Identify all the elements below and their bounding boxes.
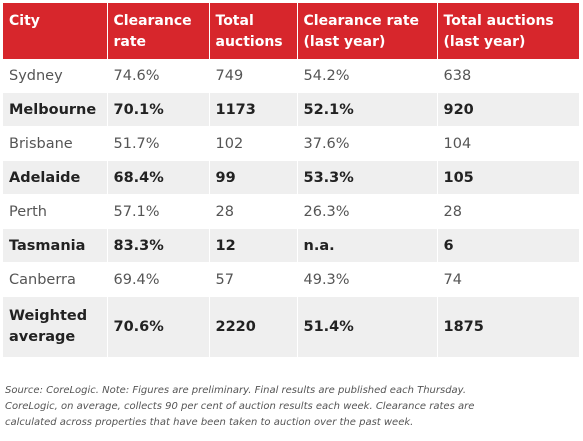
city-cell: Sydney: [3, 59, 108, 93]
auction-results-table-container: City Clearance rate Total auctions Clear…: [3, 3, 579, 358]
header-line: rate: [113, 34, 147, 50]
total-auctions-last-year-cell: 74: [437, 262, 579, 297]
source-footnote: Source: CoreLogic. Note: Figures are pre…: [5, 383, 577, 431]
total-auctions-last-year-cell: 28: [437, 194, 579, 229]
auction-results-table: City Clearance rate Total auctions Clear…: [3, 3, 579, 358]
footnote-line: CoreLogic, on average, collects 90 per c…: [5, 401, 475, 412]
total-auctions-cell: 28: [209, 194, 298, 229]
column-header-total-auctions: Total auctions: [209, 3, 298, 59]
table-row: Melbourne 70.1% 1173 52.1% 920: [3, 92, 579, 127]
header-line: Total auctions: [443, 13, 554, 29]
total-auctions-last-year-cell: 104: [437, 126, 579, 161]
header-line: City: [9, 13, 40, 29]
table-row: Tasmania 83.3% 12 n.a. 6: [3, 228, 579, 263]
footnote-line: Source: CoreLogic. Note: Figures are pre…: [5, 385, 467, 396]
total-auctions-cell: 99: [209, 160, 298, 195]
column-header-total-auctions-last-year: Total auctions (last year): [437, 3, 579, 59]
clearance-rate-last-year-cell: 49.3%: [297, 262, 438, 297]
clearance-rate-cell: 51.7%: [107, 126, 210, 161]
clearance-rate-last-year-cell: 53.3%: [297, 160, 438, 195]
total-auctions-last-year-cell: 6: [437, 228, 579, 263]
clearance-rate-cell: 69.4%: [107, 262, 210, 297]
table-row: Sydney 74.6% 749 54.2% 638: [3, 59, 579, 93]
clearance-rate-cell: 74.6%: [107, 59, 210, 93]
city-cell: Melbourne: [3, 92, 108, 127]
clearance-rate-last-year-cell: 37.6%: [297, 126, 438, 161]
clearance-rate-last-year-cell: 51.4%: [297, 296, 438, 358]
city-cell: Brisbane: [3, 126, 108, 161]
header-line: (last year): [303, 34, 386, 50]
clearance-rate-cell: 83.3%: [107, 228, 210, 263]
table-row: Brisbane 51.7% 102 37.6% 104: [3, 126, 579, 161]
header-line: Total: [215, 13, 254, 29]
column-header-city: City: [3, 3, 108, 59]
header-line: Clearance: [113, 13, 192, 29]
clearance-rate-cell: 70.1%: [107, 92, 210, 127]
city-cell: Canberra: [3, 262, 108, 297]
city-cell: Perth: [3, 194, 108, 229]
clearance-rate-last-year-cell: 54.2%: [297, 59, 438, 93]
clearance-rate-cell: 70.6%: [107, 296, 210, 358]
total-auctions-last-year-cell: 1875: [437, 296, 579, 358]
table-row: Canberra 69.4% 57 49.3% 74: [3, 262, 579, 297]
city-cell: Weighted average: [3, 296, 108, 358]
header-line: auctions: [215, 34, 283, 50]
table-row: Adelaide 68.4% 99 53.3% 105: [3, 160, 579, 195]
table-header-row: City Clearance rate Total auctions Clear…: [3, 3, 579, 59]
total-auctions-cell: 1173: [209, 92, 298, 127]
city-cell: Adelaide: [3, 160, 108, 195]
clearance-rate-last-year-cell: n.a.: [297, 228, 438, 263]
total-auctions-last-year-cell: 105: [437, 160, 579, 195]
clearance-rate-cell: 68.4%: [107, 160, 210, 195]
header-line: Clearance rate: [303, 13, 420, 29]
clearance-rate-cell: 57.1%: [107, 194, 210, 229]
table-row: Perth 57.1% 28 26.3% 28: [3, 194, 579, 229]
column-header-clearance-rate-last-year: Clearance rate (last year): [297, 3, 438, 59]
column-header-clearance-rate: Clearance rate: [107, 3, 210, 59]
header-line: (last year): [443, 34, 526, 50]
total-auctions-last-year-cell: 920: [437, 92, 579, 127]
total-auctions-cell: 57: [209, 262, 298, 297]
table-row-weighted-average: Weighted average 70.6% 2220 51.4% 1875: [3, 296, 579, 358]
total-auctions-cell: 102: [209, 126, 298, 161]
total-auctions-cell: 12: [209, 228, 298, 263]
clearance-rate-last-year-cell: 52.1%: [297, 92, 438, 127]
city-cell: Tasmania: [3, 228, 108, 263]
total-auctions-last-year-cell: 638: [437, 59, 579, 93]
footnote-line: calculated across properties that have b…: [5, 417, 414, 428]
clearance-rate-last-year-cell: 26.3%: [297, 194, 438, 229]
total-auctions-cell: 749: [209, 59, 298, 93]
total-auctions-cell: 2220: [209, 296, 298, 358]
